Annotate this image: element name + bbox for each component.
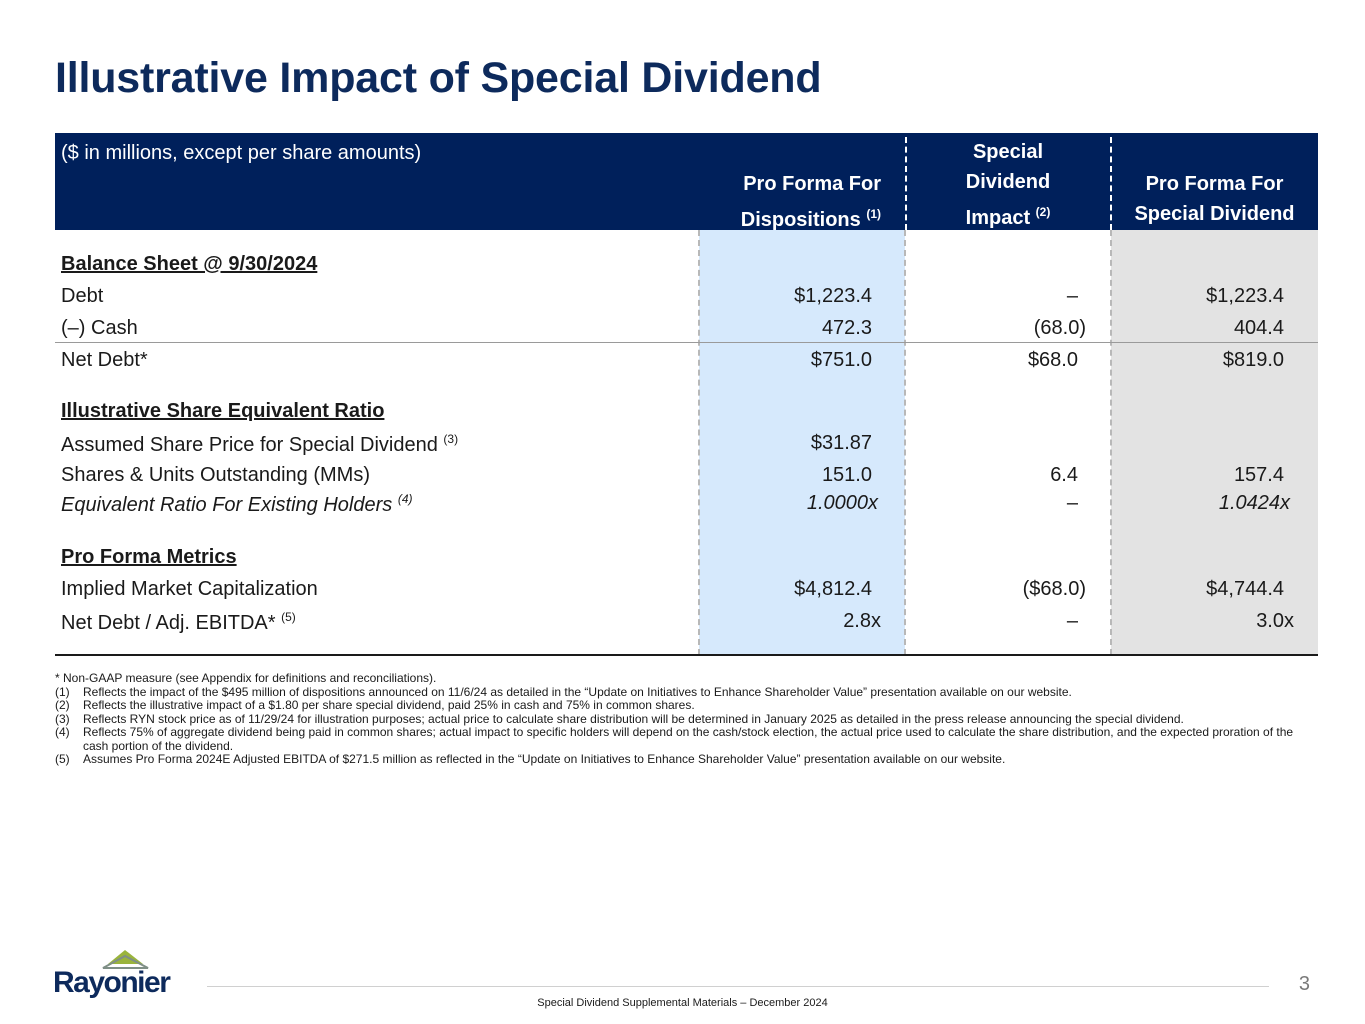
row-label: Equivalent Ratio For Existing Holders (4… (61, 492, 413, 516)
footer-rule (207, 986, 1269, 987)
section-heading-balance-sheet: Balance Sheet @ 9/30/2024 (61, 253, 318, 275)
mountain-icon (102, 950, 149, 969)
cell-value: 6.4 (1050, 464, 1078, 486)
footnote: (2) Reflects the illustrative impact of a… (55, 698, 695, 712)
cell-value: $4,812.4 (794, 578, 872, 600)
column-header-special-dividend-impact: Special Dividend Impact (2) (965, 141, 1051, 229)
column-divider (698, 230, 700, 655)
cell-value: 1.0424x (1218, 492, 1290, 514)
logo-wordmark: Rayonier (53, 966, 171, 999)
cell-value: 1.0000x (806, 492, 878, 514)
row-label: Shares & Units Outstanding (MMs) (61, 464, 370, 486)
section-heading-share-ratio: Illustrative Share Equivalent Ratio (61, 400, 385, 422)
table-header: ($ in millions, except per share amounts… (55, 133, 1318, 231)
header-divider (905, 137, 907, 230)
footnote: (4) Reflects 75% of aggregate dividend be… (55, 725, 1294, 753)
cell-value: $1,223.4 (1206, 285, 1284, 307)
column-divider (904, 230, 906, 655)
footnote: (3) Reflects RYN stock price as of 11/29/… (55, 711, 1184, 726)
row-label: Implied Market Capitalization (61, 578, 318, 600)
pro-forma-column-shading (1111, 230, 1318, 655)
header-divider (1110, 137, 1112, 230)
section-heading-pro-forma-metrics: Pro Forma Metrics (61, 546, 237, 568)
dividend-impact-table: ($ in millions, except per share amounts… (55, 133, 1318, 657)
column-header-dispositions: Pro Forma For Dispositions (1) (740, 173, 881, 231)
cell-value: $4,744.4 (1206, 578, 1284, 600)
cell-value: $819.0 (1222, 349, 1284, 371)
cell-value: – (1066, 610, 1078, 632)
footnotes: * Non-GAAP measure (see Appendix for def… (55, 671, 1305, 767)
row-label: Net Debt* (61, 349, 148, 371)
cell-value: (68.0) (1033, 317, 1086, 339)
footnote: (1) Reflects the impact of the $495 milli… (55, 684, 1072, 699)
cell-value: $31.87 (810, 432, 872, 454)
cell-value: $68.0 (1027, 349, 1078, 371)
page-number: 3 (1298, 973, 1310, 995)
column-header-pro-forma-special-dividend: Pro Forma For Special Dividend (1134, 173, 1295, 225)
row-label: Debt (61, 285, 104, 307)
cell-value: 3.0x (1256, 610, 1294, 632)
row-label: Net Debt / Adj. EBITDA* (5) (61, 610, 296, 634)
row-label: Assumed Share Price for Special Dividend… (61, 432, 459, 456)
cell-value: $751.0 (810, 349, 872, 371)
cell-value: ($68.0) (1022, 578, 1086, 600)
cell-value: 472.3 (821, 317, 872, 339)
footnote: (5) Assumes Pro Forma 2024E Adjusted EBIT… (55, 752, 1006, 766)
footnote-non-gaap: * Non-GAAP measure (see Appendix for def… (55, 671, 437, 685)
units-note: ($ in millions, except per share amounts… (61, 142, 422, 164)
cell-value: 157.4 (1233, 464, 1284, 486)
subtotal-rule (55, 342, 1318, 343)
page-title: Illustrative Impact of Special Dividend (55, 54, 822, 102)
cell-value: – (1066, 492, 1078, 514)
cell-value: – (1066, 285, 1078, 307)
column-divider (1110, 230, 1112, 655)
footer-caption: Special Dividend Supplemental Materials … (537, 997, 828, 1009)
cell-value: $1,223.4 (794, 285, 872, 307)
dispositions-column-shading (699, 230, 905, 655)
cell-value: 2.8x (843, 610, 881, 632)
cell-value: 151.0 (821, 464, 872, 486)
row-label: (–) Cash (61, 317, 138, 339)
cell-value: 404.4 (1233, 317, 1284, 339)
rayonier-logo: Rayonier (53, 948, 198, 1000)
table-bottom-rule (55, 654, 1318, 656)
